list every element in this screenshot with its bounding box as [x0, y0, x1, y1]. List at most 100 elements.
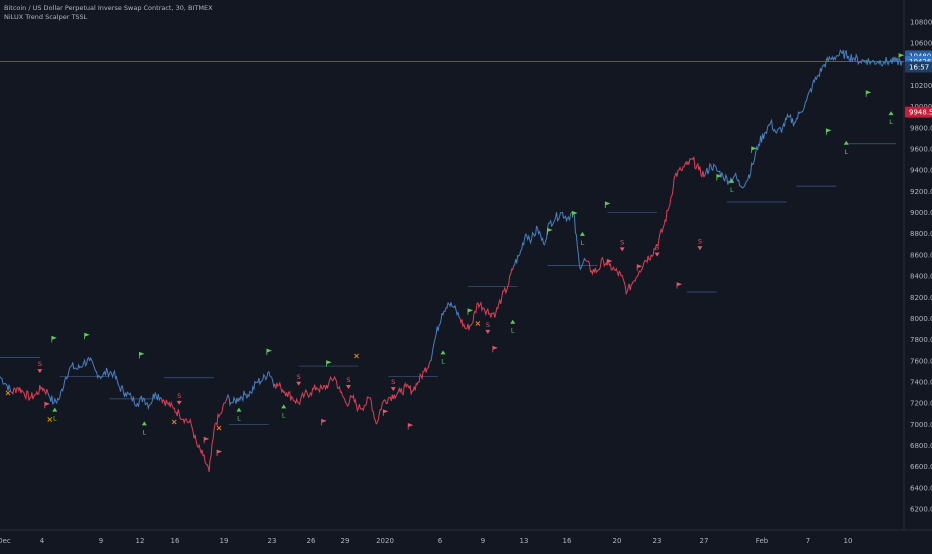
price-line-segment: [83, 356, 91, 368]
price-line-segment: [41, 387, 49, 396]
y-tick-label: 7600.0: [910, 357, 932, 365]
price-line-segment: [597, 256, 604, 272]
long-flag-marker[interactable]: [138, 351, 145, 359]
price-line-segment: [226, 393, 234, 407]
long-label-text: L: [441, 357, 445, 365]
long-flag-marker[interactable]: [547, 227, 553, 235]
long-triangle-marker[interactable]: [888, 111, 894, 116]
price-line-segment: [794, 111, 801, 124]
long-flag-marker[interactable]: [51, 335, 57, 343]
long-flag-marker[interactable]: [604, 201, 611, 208]
long-label-text: L: [143, 428, 147, 436]
x-tick-label: Dec: [0, 537, 11, 545]
short-flag-marker[interactable]: [44, 401, 50, 409]
short-label-text: S: [391, 378, 395, 386]
short-label-text: S: [486, 321, 490, 329]
exit-x-marker[interactable]: ×: [353, 352, 360, 361]
price-line-segment: [435, 313, 443, 335]
price-line-segment: [752, 143, 760, 166]
price-line-segment: [561, 211, 568, 223]
long-flag-marker[interactable]: [572, 210, 578, 218]
short-triangle-marker[interactable]: [485, 329, 491, 334]
short-label-text: S: [655, 244, 659, 252]
short-triangle-marker[interactable]: [654, 252, 660, 257]
price-line-segment: [136, 395, 144, 407]
y-tick-label: 9400.0: [910, 167, 932, 175]
y-tick-label: 9200.0: [910, 188, 932, 196]
price-line-segment: [124, 391, 132, 398]
exit-x-marker[interactable]: ×: [475, 319, 482, 328]
x-tick-label: 9: [481, 537, 485, 545]
short-triangle-marker[interactable]: [296, 381, 302, 386]
short-triangle-marker[interactable]: [697, 246, 703, 251]
short-flag-marker[interactable]: [606, 258, 613, 266]
long-triangle-marker[interactable]: [141, 421, 147, 426]
price-line-segment: [185, 417, 192, 425]
long-triangle-marker[interactable]: [440, 350, 446, 355]
price-line-segment: [614, 267, 622, 278]
price-line-segment: [250, 380, 258, 395]
price-line-segment: [507, 265, 515, 287]
price-line-segment: [405, 383, 413, 395]
price-line-segment: [501, 285, 509, 298]
long-flag-marker[interactable]: [865, 90, 872, 97]
long-triangle-marker[interactable]: [281, 404, 287, 409]
short-triangle-marker[interactable]: [390, 387, 396, 392]
price-line-segment: [298, 391, 306, 406]
price-line-segment: [710, 163, 718, 172]
short-flag-marker[interactable]: [407, 423, 414, 430]
exit-x-marker[interactable]: ×: [171, 417, 178, 426]
price-line-segment: [369, 397, 377, 425]
short-flag-marker[interactable]: [676, 282, 683, 289]
long-flag-marker[interactable]: [266, 348, 272, 356]
long-triangle-marker[interactable]: [510, 319, 516, 324]
short-triangle-marker[interactable]: [619, 247, 625, 252]
symbol-title[interactable]: Bitcoin / US Dollar Perpetual Inverse Sw…: [4, 4, 213, 12]
short-triangle-marker[interactable]: [345, 384, 351, 389]
long-flag-marker[interactable]: [898, 53, 905, 60]
long-flag-marker[interactable]: [467, 308, 474, 315]
price-line-segment: [453, 304, 461, 319]
short-label-text: S: [297, 373, 301, 381]
exit-x-marker[interactable]: ×: [216, 424, 223, 433]
short-triangle-marker[interactable]: [37, 369, 43, 374]
long-triangle-marker[interactable]: [579, 231, 585, 236]
price-line-segment: [889, 56, 897, 64]
long-flag-marker[interactable]: [326, 360, 332, 367]
y-tick-label: 10200.0: [910, 82, 932, 90]
short-flag-marker[interactable]: [321, 418, 327, 426]
long-triangle-marker[interactable]: [729, 178, 735, 183]
long-triangle-marker[interactable]: [52, 407, 58, 412]
indicator-name[interactable]: NiLUX Trend Scalper TSSL: [4, 13, 88, 21]
x-tick-label: 6: [438, 537, 443, 545]
price-line-segment: [196, 443, 204, 457]
long-flag-marker[interactable]: [751, 146, 757, 153]
long-label-text: L: [53, 415, 57, 423]
price-line-segment: [149, 392, 156, 406]
price-line-segment: [585, 259, 592, 273]
exit-x-marker[interactable]: ×: [5, 389, 12, 398]
price-line-segment: [865, 58, 873, 66]
price-line-segment: [871, 59, 879, 65]
short-flag-marker[interactable]: [382, 409, 389, 416]
long-flag-marker[interactable]: [716, 173, 722, 181]
long-triangle-marker[interactable]: [236, 407, 242, 412]
short-triangle-marker[interactable]: [176, 400, 182, 405]
price-line-segment: [334, 376, 341, 393]
short-flag-marker[interactable]: [636, 264, 643, 271]
exit-x-marker[interactable]: ×: [46, 415, 53, 424]
price-badge: [905, 61, 932, 73]
long-triangle-marker[interactable]: [843, 140, 849, 145]
short-flag-marker[interactable]: [203, 436, 210, 444]
long-label-text: L: [282, 411, 286, 419]
long-flag-marker[interactable]: [84, 332, 90, 340]
price-line-segment: [644, 254, 652, 264]
price-line-segment: [447, 302, 455, 309]
long-flag-marker[interactable]: [825, 128, 832, 135]
short-flag-marker[interactable]: [492, 345, 498, 353]
price-line-segment: [519, 233, 527, 256]
short-flag-marker[interactable]: [216, 449, 223, 457]
x-tick-label: 10: [844, 537, 853, 545]
